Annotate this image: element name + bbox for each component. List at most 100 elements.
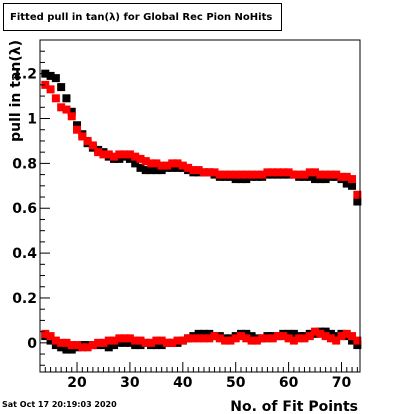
data-point-series-2 bbox=[51, 94, 60, 103]
y-tick-label: 0.8 bbox=[12, 156, 37, 172]
data-point-series-2 bbox=[157, 161, 166, 170]
data-point-series-1 bbox=[348, 181, 357, 190]
data-point-series-2 bbox=[136, 154, 145, 163]
data-point-series-4 bbox=[152, 336, 161, 345]
data-point-series-1 bbox=[57, 83, 66, 92]
data-point-series-2 bbox=[110, 152, 119, 161]
data-point-series-4 bbox=[332, 336, 341, 345]
data-point-series-4 bbox=[353, 336, 362, 345]
data-point-series-3 bbox=[157, 341, 166, 350]
data-point-series-1 bbox=[173, 163, 182, 172]
data-point-series-1 bbox=[46, 71, 55, 80]
x-tick-label: 40 bbox=[173, 375, 193, 391]
data-point-series-2 bbox=[94, 148, 103, 157]
data-point-series-4 bbox=[168, 338, 177, 347]
data-point-series-2 bbox=[226, 170, 235, 179]
data-point-series-2 bbox=[152, 159, 161, 168]
data-point-series-4 bbox=[104, 336, 113, 345]
data-point-series-2 bbox=[247, 170, 256, 179]
x-axis-label: No. of Fit Points bbox=[230, 399, 358, 414]
data-point-series-4 bbox=[83, 343, 92, 352]
data-point-series-2 bbox=[348, 175, 357, 184]
data-point-series-2 bbox=[295, 170, 304, 179]
data-point-series-4 bbox=[88, 341, 97, 350]
data-point-series-4 bbox=[274, 332, 283, 341]
data-point-series-2 bbox=[321, 170, 330, 179]
data-point-series-4 bbox=[173, 336, 182, 345]
data-point-series-2 bbox=[342, 172, 351, 181]
data-point-series-4 bbox=[178, 336, 187, 345]
data-point-series-3 bbox=[67, 345, 76, 354]
data-point-series-4 bbox=[242, 334, 251, 343]
data-point-series-4 bbox=[300, 334, 309, 343]
data-point-series-2 bbox=[353, 190, 362, 199]
data-point-series-2 bbox=[326, 170, 335, 179]
data-point-series-1 bbox=[231, 175, 240, 184]
data-point-series-4 bbox=[99, 338, 108, 347]
data-point-series-2 bbox=[289, 170, 298, 179]
data-point-series-2 bbox=[184, 163, 193, 172]
data-point-series-3 bbox=[110, 341, 119, 350]
data-point-series-4 bbox=[337, 332, 346, 341]
y-tick-label: 0.4 bbox=[12, 246, 37, 262]
data-point-series-4 bbox=[289, 336, 298, 345]
data-point-series-3 bbox=[284, 329, 293, 338]
data-point-series-1 bbox=[51, 74, 60, 83]
data-point-series-2 bbox=[88, 141, 97, 150]
data-point-series-2 bbox=[99, 150, 108, 159]
data-point-series-3 bbox=[199, 329, 208, 338]
data-point-series-4 bbox=[279, 332, 288, 341]
data-point-series-1 bbox=[321, 175, 330, 184]
x-tick-label: 70 bbox=[332, 375, 352, 391]
data-point-series-2 bbox=[120, 150, 129, 159]
data-point-series-4 bbox=[215, 334, 224, 343]
data-point-series-4 bbox=[73, 341, 82, 350]
data-point-series-2 bbox=[189, 166, 198, 175]
data-point-series-1 bbox=[157, 166, 166, 175]
data-point-series-2 bbox=[178, 161, 187, 170]
data-point-series-2 bbox=[311, 168, 320, 177]
data-point-series-3 bbox=[194, 329, 203, 338]
y-tick-label: 0.2 bbox=[12, 291, 37, 307]
data-point-series-1 bbox=[316, 175, 325, 184]
data-point-series-3 bbox=[125, 338, 134, 347]
data-point-series-4 bbox=[258, 334, 267, 343]
data-point-series-4 bbox=[125, 334, 134, 343]
x-tick-label: 60 bbox=[279, 375, 299, 391]
data-point-series-2 bbox=[279, 168, 288, 177]
data-point-series-3 bbox=[136, 341, 145, 350]
data-point-series-1 bbox=[236, 175, 245, 184]
data-point-series-4 bbox=[41, 329, 50, 338]
data-point-series-2 bbox=[199, 168, 208, 177]
data-point-series-4 bbox=[157, 336, 166, 345]
data-point-series-4 bbox=[62, 338, 71, 347]
data-point-series-4 bbox=[147, 338, 156, 347]
data-point-series-3 bbox=[46, 336, 55, 345]
data-point-series-4 bbox=[326, 334, 335, 343]
data-point-series-2 bbox=[268, 168, 277, 177]
data-point-series-4 bbox=[316, 329, 325, 338]
data-point-series-4 bbox=[342, 329, 351, 338]
data-markers bbox=[41, 69, 362, 354]
data-point-series-2 bbox=[83, 136, 92, 145]
data-point-series-2 bbox=[231, 170, 240, 179]
data-point-series-2 bbox=[168, 159, 177, 168]
data-point-series-4 bbox=[305, 332, 314, 341]
plot-frame bbox=[39, 39, 361, 373]
x-tick-label: 20 bbox=[67, 375, 87, 391]
data-point-series-2 bbox=[46, 85, 55, 94]
data-point-series-4 bbox=[205, 334, 214, 343]
data-point-series-2 bbox=[41, 80, 50, 89]
data-point-series-1 bbox=[131, 159, 140, 168]
data-point-series-4 bbox=[94, 338, 103, 347]
data-point-series-4 bbox=[120, 334, 129, 343]
data-point-series-4 bbox=[210, 332, 219, 341]
data-point-series-1 bbox=[342, 179, 351, 188]
data-point-series-2 bbox=[242, 170, 251, 179]
data-point-series-3 bbox=[247, 332, 256, 341]
data-point-series-2 bbox=[62, 105, 71, 114]
y-tick-label: 0.6 bbox=[12, 201, 37, 217]
data-point-series-4 bbox=[295, 334, 304, 343]
data-point-series-2 bbox=[300, 170, 309, 179]
